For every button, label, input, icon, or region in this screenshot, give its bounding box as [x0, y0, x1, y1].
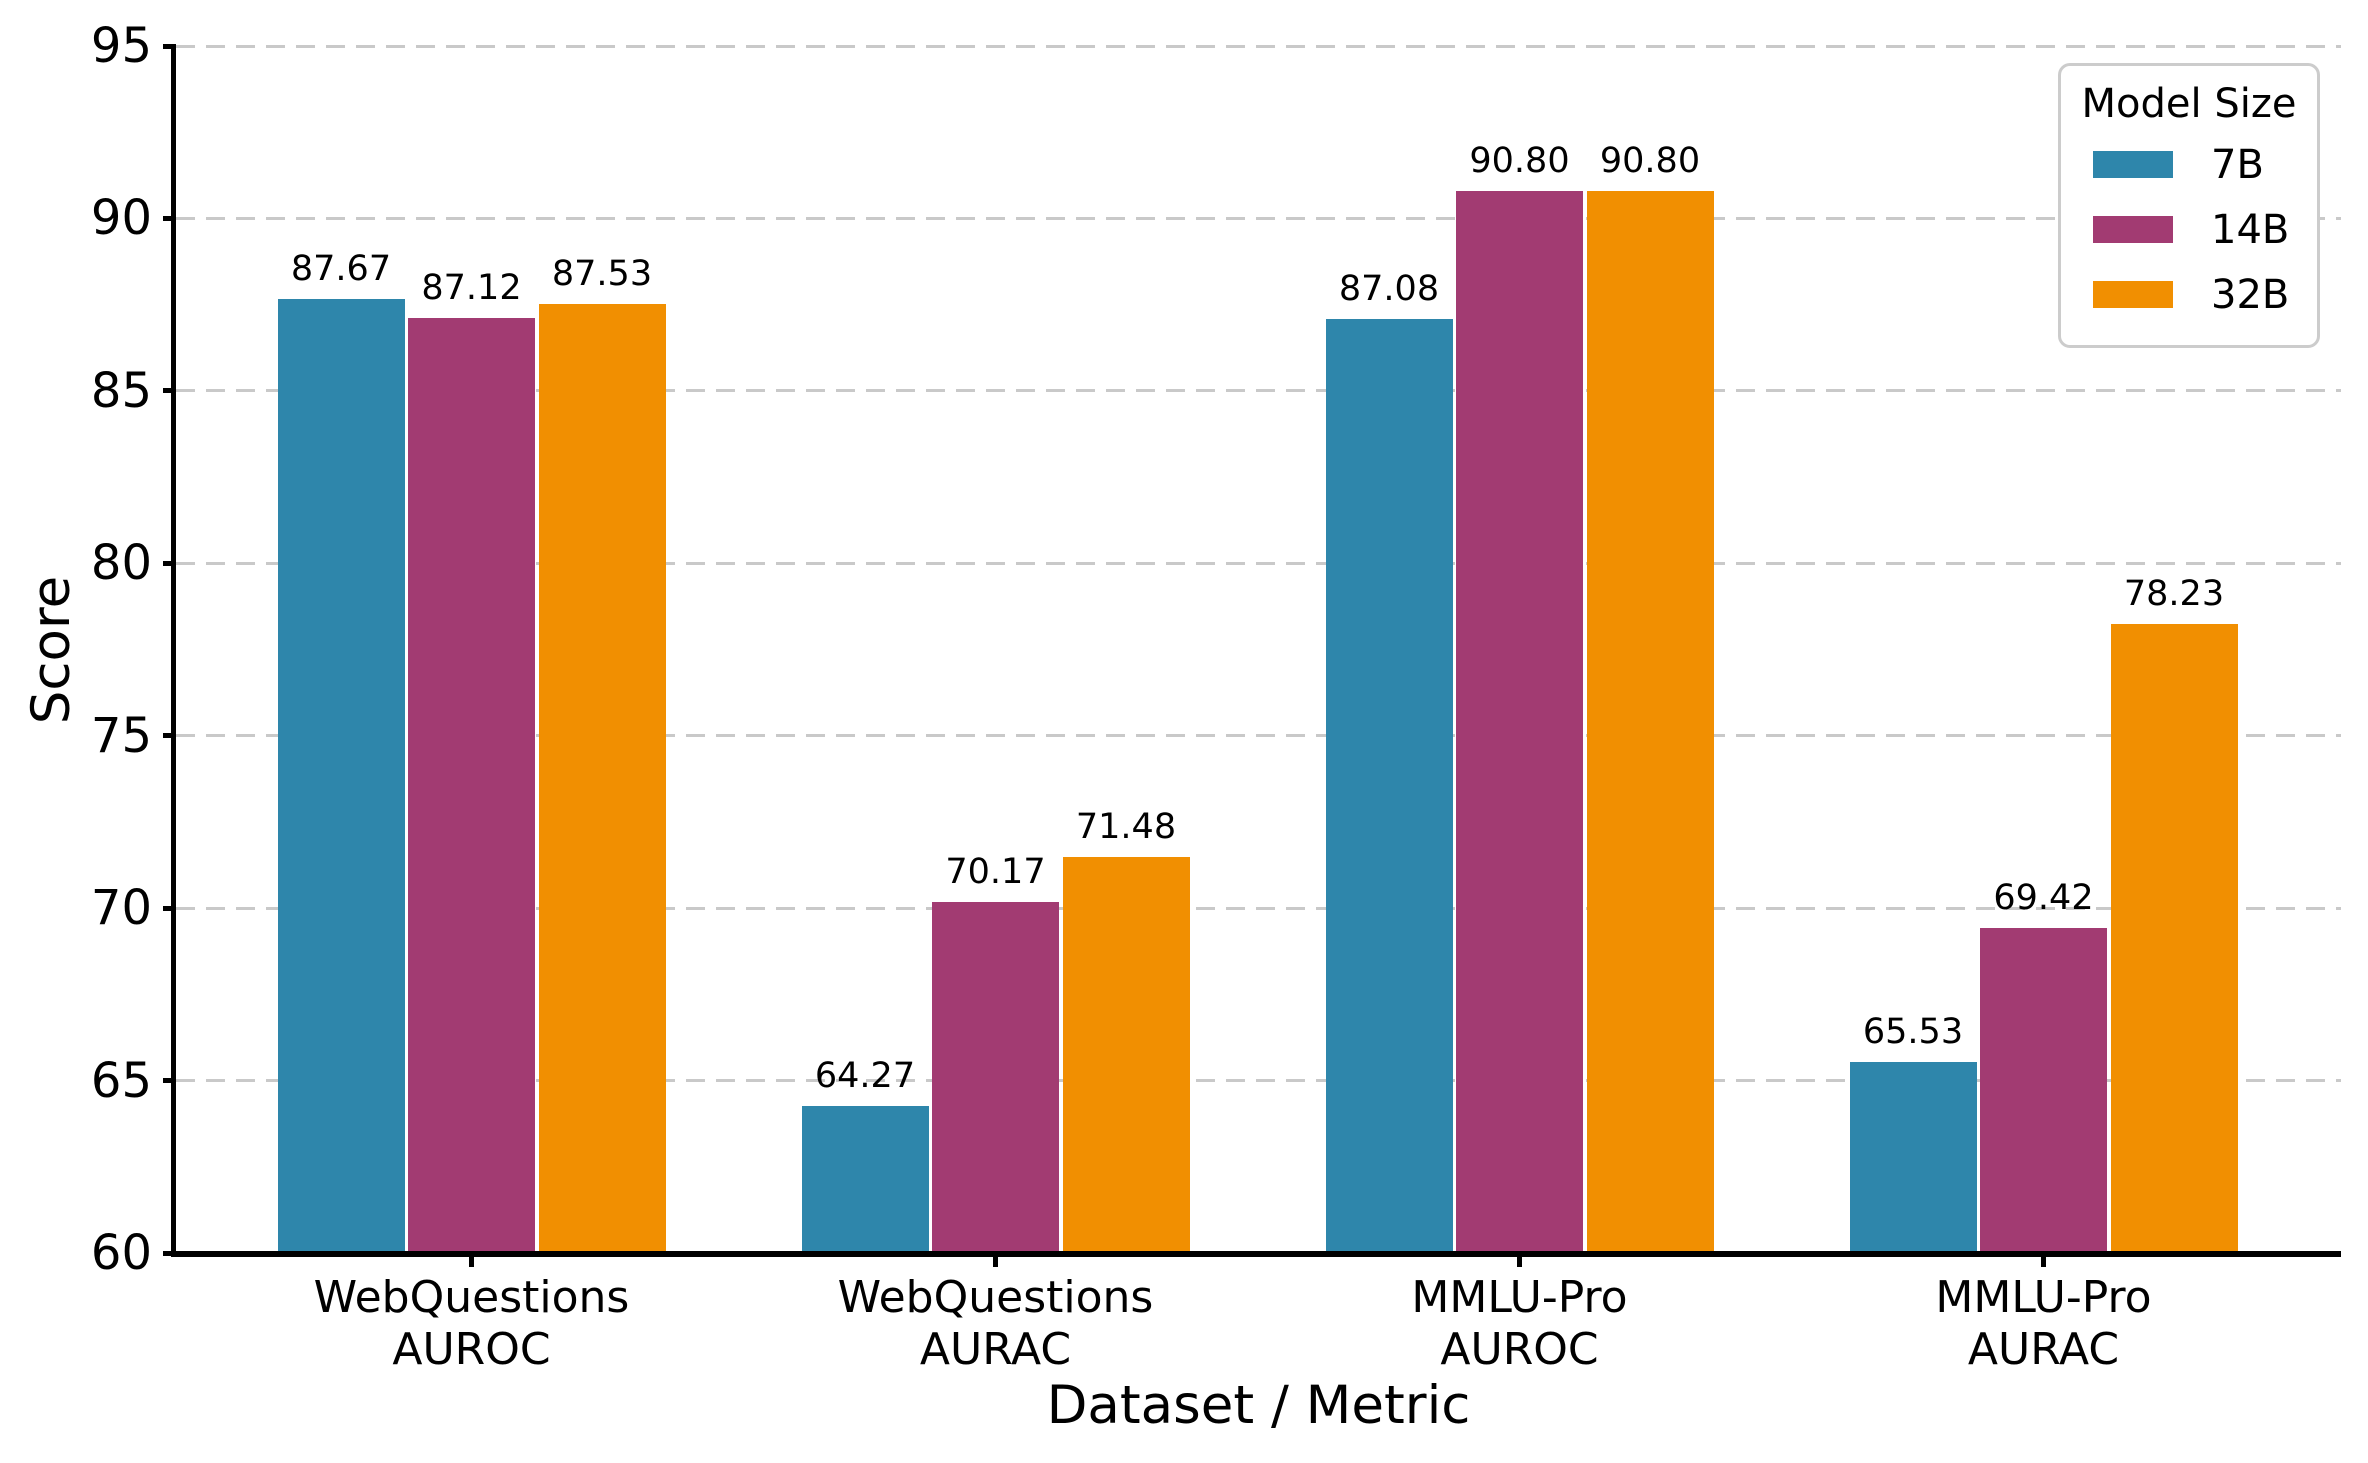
x-tick-label-line: MMLU-Pro: [1411, 1272, 1628, 1323]
x-tick-label-line: MMLU-Pro: [1935, 1272, 2152, 1323]
y-tick-mark: [163, 43, 176, 49]
x-tick-label-line: AUROC: [1440, 1324, 1599, 1375]
legend-item-label: 14B: [2211, 206, 2290, 253]
y-tick-label: 95: [90, 18, 152, 74]
bar: [1062, 857, 1190, 1253]
x-tick-mark: [1517, 1253, 1522, 1267]
y-tick-mark: [163, 215, 176, 221]
y-tick-mark: [163, 388, 176, 394]
legend-swatch-32B: [2093, 281, 2173, 308]
y-tick-mark: [163, 905, 176, 911]
bar: [538, 303, 666, 1253]
y-tick-label: 90: [90, 190, 152, 247]
bar-value-label: 70.17: [945, 852, 1046, 893]
y-axis-title: Score: [21, 575, 82, 724]
gridline: [176, 44, 2341, 48]
bar: [408, 317, 535, 1253]
x-tick-label-line: AURAC: [1967, 1324, 2120, 1375]
legend-item-label: 32B: [2211, 271, 2290, 318]
x-tick-label: WebQuestions AURAC: [838, 1272, 1154, 1376]
gridline: [176, 1079, 2341, 1083]
legend-item: 32B: [2061, 262, 2317, 327]
x-axis-spine: [171, 1251, 2341, 1257]
bar: [277, 298, 405, 1253]
bar-value-label: 78.23: [2123, 574, 2225, 615]
gridline: [176, 734, 2341, 738]
gridline: [176, 561, 2341, 565]
bar-value-label: 90.80: [1599, 140, 1701, 181]
legend-item: 14B: [2061, 197, 2317, 262]
bar-value-label: 64.27: [814, 1055, 916, 1096]
legend: Model Size 7B 14B 32B: [2058, 63, 2320, 348]
bar-value-label: 71.48: [1075, 807, 1177, 848]
x-tick-mark: [2041, 1253, 2046, 1267]
x-tick-label-line: AUROC: [392, 1324, 551, 1375]
bar-value-label: 87.12: [421, 267, 522, 308]
bar: [932, 902, 1059, 1253]
x-tick-label: MMLU-Pro AUROC: [1411, 1272, 1627, 1376]
gridline: [176, 389, 2341, 393]
bar: [1325, 319, 1453, 1253]
legend-item-label: 7B: [2211, 141, 2264, 188]
x-tick-mark: [993, 1253, 998, 1267]
y-axis-spine: [171, 45, 176, 1253]
bar-value-label: 69.42: [1993, 878, 2094, 919]
x-axis-title: Dataset / Metric: [1046, 1375, 1471, 1436]
y-tick-label: 75: [90, 707, 152, 764]
x-tick-label-line: WebQuestions: [837, 1272, 1154, 1323]
plot-area: [176, 44, 2341, 1253]
bar-value-label: 65.53: [1862, 1012, 1964, 1053]
bar: [1586, 190, 1714, 1253]
x-tick-label: WebQuestions AUROC: [314, 1272, 630, 1376]
legend-item: 7B: [2061, 132, 2317, 197]
y-tick-label: 65: [90, 1052, 152, 1109]
legend-title: Model Size: [2081, 81, 2297, 127]
x-tick-label: MMLU-Pro AURAC: [1935, 1272, 2151, 1376]
bar: [801, 1105, 929, 1253]
y-tick-label: 85: [90, 362, 152, 419]
y-tick-label: 70: [90, 880, 152, 937]
bar: [1980, 928, 2107, 1253]
bar-value-label: 87.53: [551, 253, 653, 294]
bar: [2110, 624, 2238, 1253]
legend-items: 7B 14B 32B: [2061, 132, 2317, 327]
y-tick-label: 60: [90, 1225, 152, 1281]
legend-swatch-7B: [2093, 151, 2173, 178]
y-tick-mark: [163, 1078, 176, 1084]
bar-value-label: 90.80: [1469, 140, 1570, 181]
y-tick-mark: [163, 560, 176, 566]
x-tick-mark: [469, 1253, 474, 1267]
x-tick-label-line: WebQuestions: [313, 1272, 630, 1323]
y-tick-label: 80: [90, 535, 152, 592]
bar-value-label: 87.67: [290, 248, 392, 289]
bar-value-label: 87.08: [1338, 269, 1440, 310]
y-tick-mark: [163, 733, 176, 739]
bar: [1849, 1062, 1977, 1253]
gridline: [176, 216, 2341, 220]
legend-swatch-14B: [2093, 216, 2173, 243]
bar: [1456, 190, 1583, 1253]
gridline: [176, 906, 2341, 910]
x-tick-label-line: AURAC: [919, 1324, 1072, 1375]
y-tick-mark: [163, 1250, 176, 1256]
